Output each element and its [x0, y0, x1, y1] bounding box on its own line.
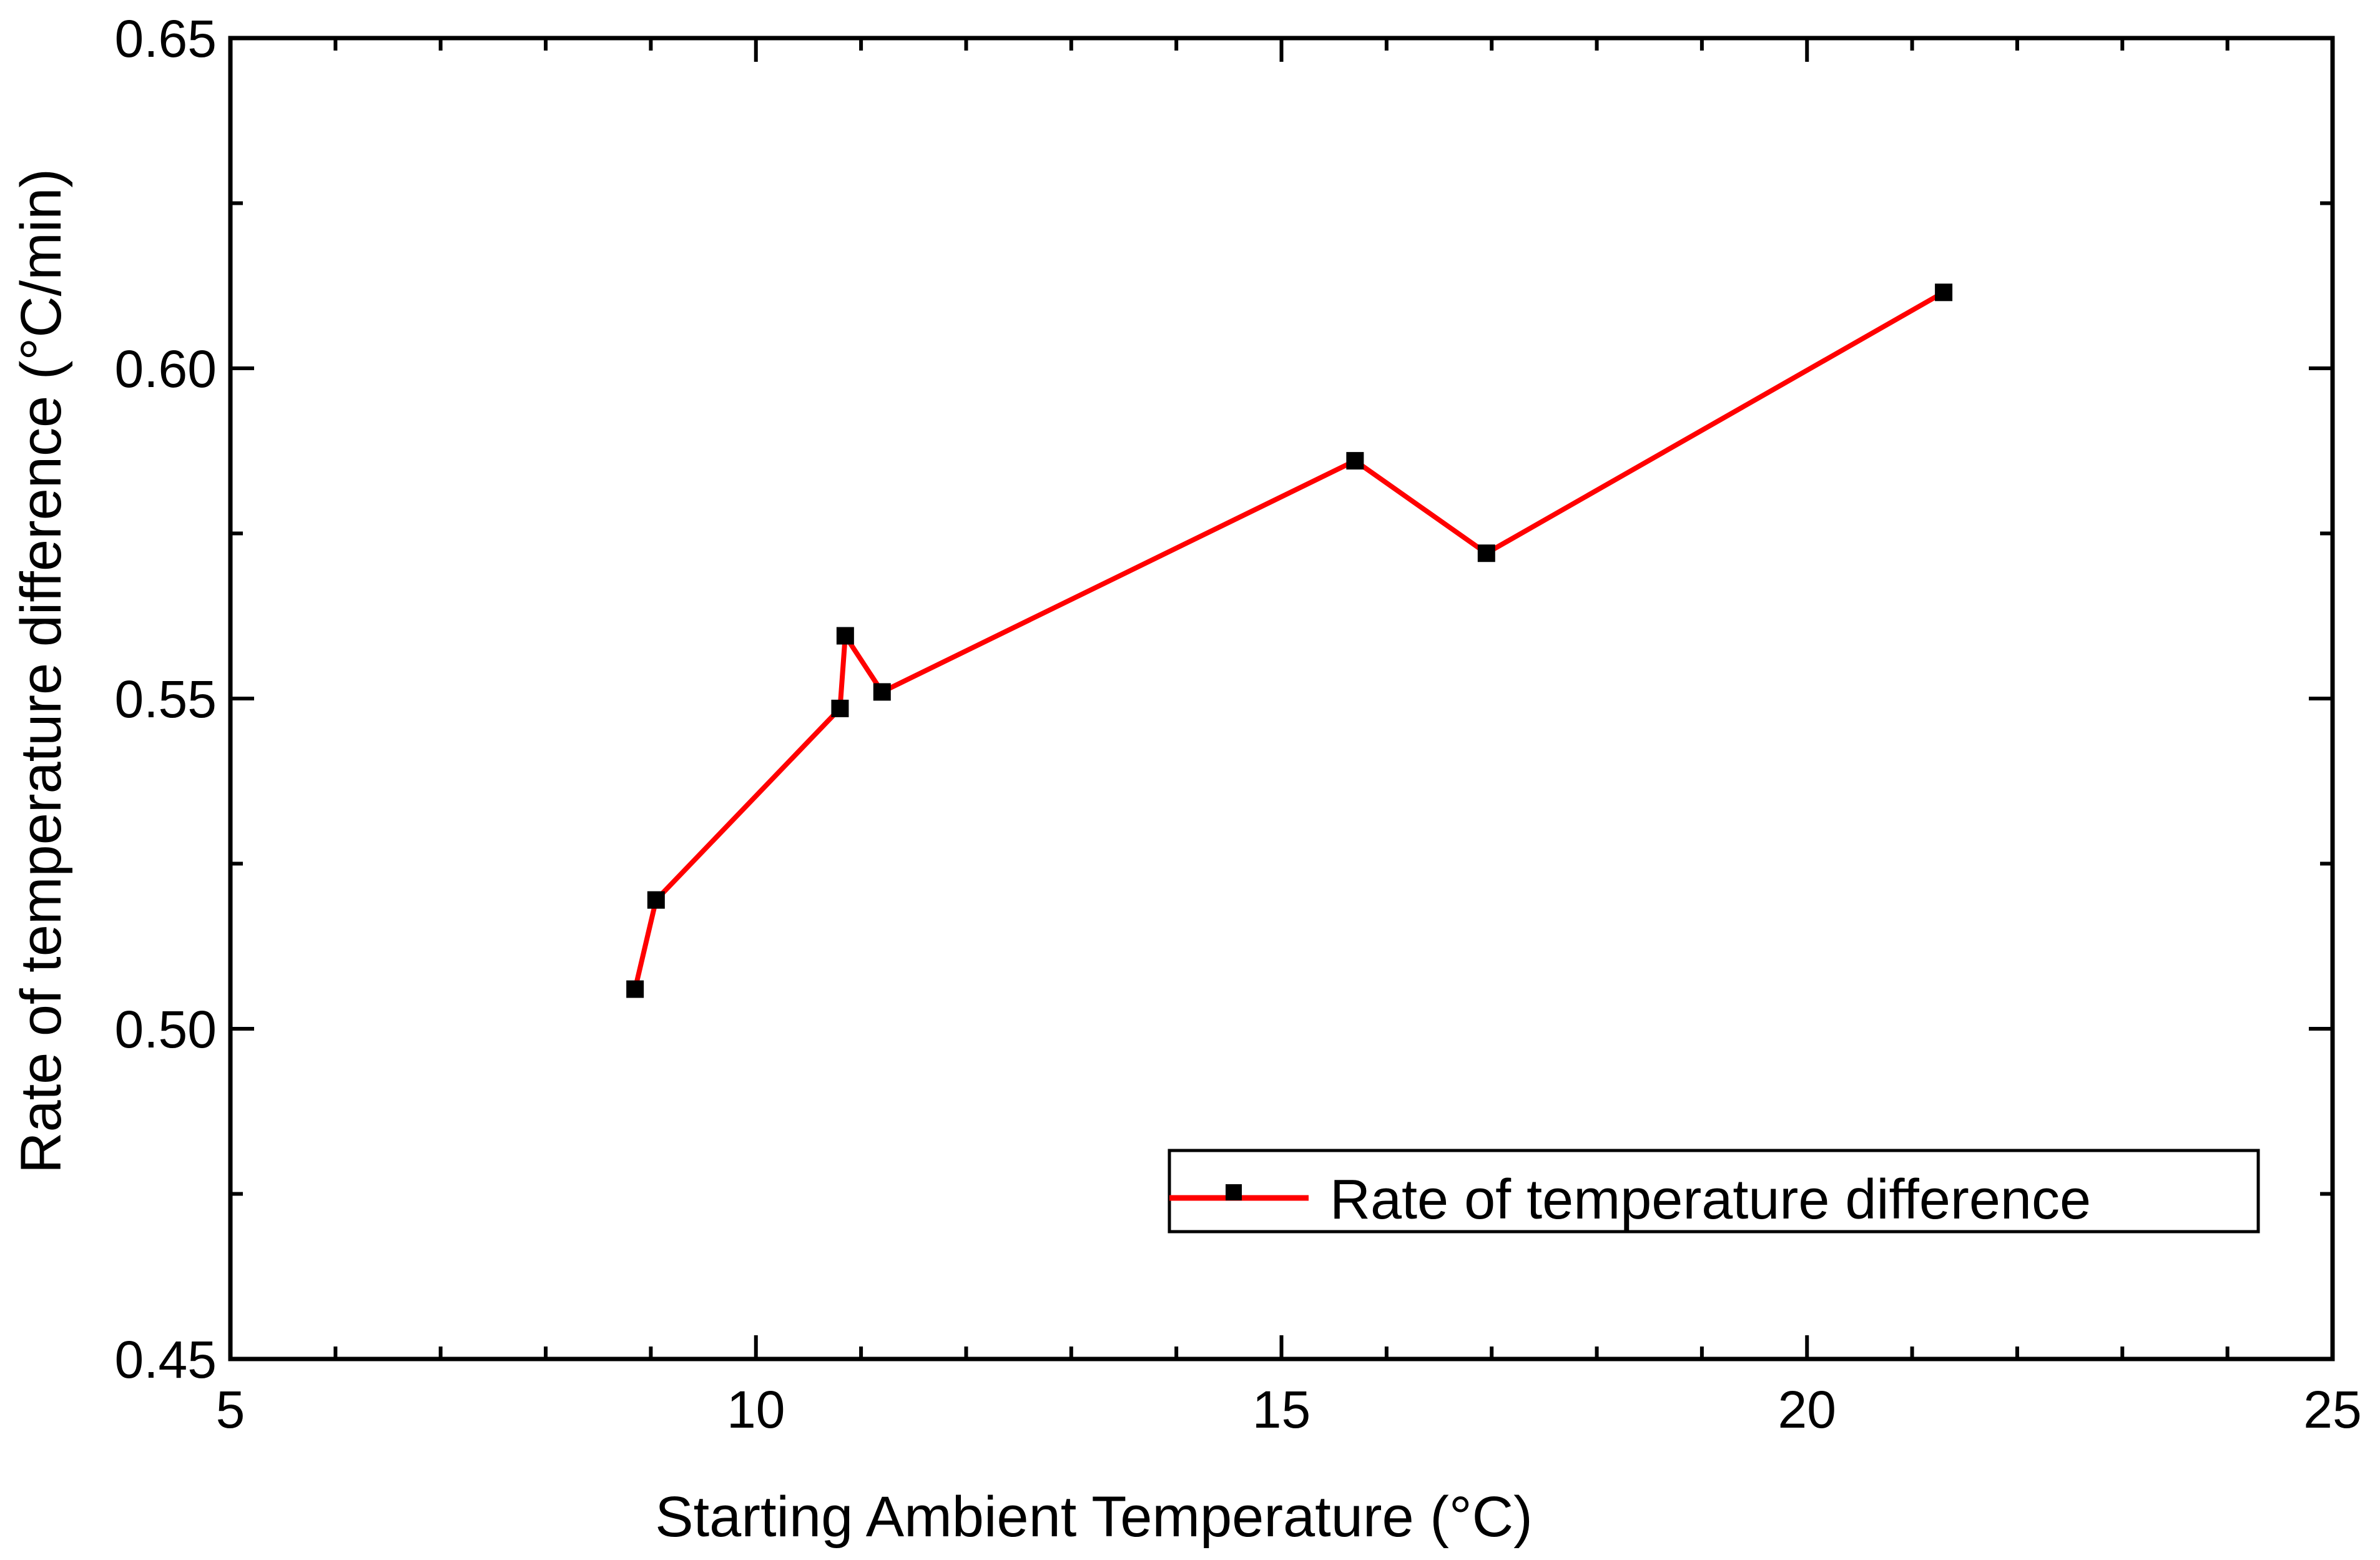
series-layer: [626, 283, 1953, 998]
x-tick-label: 25: [2303, 1380, 2361, 1439]
data-point-marker: [626, 980, 644, 998]
x-tick-label: 10: [727, 1380, 785, 1439]
plot-frame: [228, 36, 2335, 1361]
legend: Rate of temperature difference: [1168, 1149, 2260, 1234]
y-axis-title: Rate of temperature difference (°C/min): [9, 169, 73, 1174]
x-tick-label: 5: [216, 1380, 245, 1439]
x-tick-label: 20: [1778, 1380, 1836, 1439]
legend-label: Rate of temperature difference: [1330, 1169, 2091, 1231]
x-axis-title: Starting Ambient Temperature (°C): [655, 1485, 1532, 1549]
data-point-marker: [1346, 452, 1364, 470]
x-tick-label: 15: [1252, 1380, 1310, 1439]
tick-labels: 5 10 15 20 25 0.45 0.50 0.55 0.60 0.65: [115, 9, 2362, 1439]
legend-box: [1168, 1149, 2260, 1234]
data-point-marker: [873, 683, 891, 701]
y-tick-label: 0.45: [115, 1330, 217, 1389]
data-point-marker: [1935, 283, 1953, 302]
y-tick-label: 0.65: [115, 9, 217, 68]
y-tick-label: 0.60: [115, 340, 217, 398]
data-point-marker: [831, 699, 849, 717]
y-tick-label: 0.55: [115, 670, 217, 728]
y-tick-label: 0.50: [115, 1000, 217, 1059]
data-point-marker: [836, 627, 854, 645]
legend-marker-sample: [1226, 1184, 1242, 1200]
data-point-marker: [647, 891, 665, 909]
data-point-marker: [1477, 544, 1495, 562]
series-line: [632, 290, 1945, 990]
